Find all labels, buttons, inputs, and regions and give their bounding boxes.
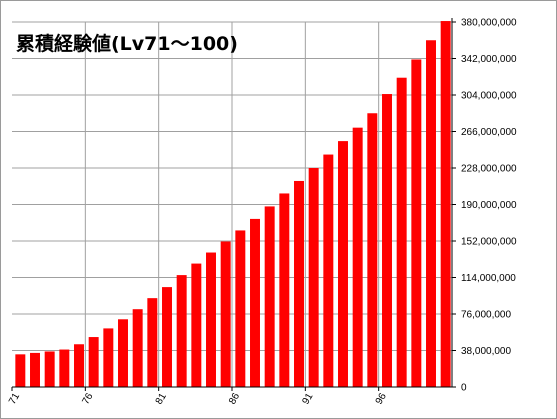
bar-lv-99 <box>426 40 436 387</box>
bar-lv-98 <box>411 59 422 388</box>
bar-lv-76 <box>88 337 99 387</box>
x-tick-label: 91 <box>300 391 315 407</box>
bar-lv-89 <box>279 193 290 387</box>
bars <box>15 21 451 388</box>
bar-lv-93 <box>338 141 348 387</box>
bar-lv-97 <box>396 77 407 388</box>
bar-lv-78 <box>118 319 128 387</box>
bar-lv-71 <box>15 354 26 387</box>
bar-lv-91 <box>308 168 319 387</box>
bar-lv-84 <box>206 252 216 387</box>
bar-lv-95 <box>367 113 378 387</box>
chart-title: 累積経験値(Lv71～100) <box>16 32 238 55</box>
x-tick-label: 71 <box>7 391 22 407</box>
bar-lv-100 <box>440 21 451 387</box>
y-tick-label: 342,000,000 <box>461 54 517 65</box>
bar-lv-74 <box>59 349 70 387</box>
y-tick-label: 38,000,000 <box>461 346 511 357</box>
grid-lines <box>12 21 453 387</box>
bar-lv-85 <box>220 241 231 387</box>
bar-lv-86 <box>235 230 246 387</box>
bar-lv-79 <box>132 309 143 387</box>
bar-lv-82 <box>176 275 187 387</box>
x-tick-label: 86 <box>227 391 242 407</box>
y-tick-label: 304,000,000 <box>461 91 517 102</box>
bar-lv-87 <box>250 218 260 387</box>
bar-lv-81 <box>162 287 172 387</box>
bar-lv-92 <box>323 154 334 387</box>
bar-lv-96 <box>382 94 392 387</box>
y-tick-label: 266,000,000 <box>461 127 517 138</box>
bar-lv-94 <box>352 127 363 387</box>
y-tick-label: 380,000,000 <box>461 18 517 29</box>
bar-lv-90 <box>294 180 304 387</box>
y-tick-label: 0 <box>461 383 467 394</box>
bar-lv-73 <box>44 351 55 387</box>
bar-lv-77 <box>103 328 114 387</box>
y-tick-label: 152,000,000 <box>461 237 517 248</box>
y-tick-label: 76,000,000 <box>461 310 511 321</box>
y-tick-label: 114,000,000 <box>461 273 516 284</box>
x-tick-label: 96 <box>374 391 389 407</box>
x-tick-labels: 71 76 81 86 91 96 <box>7 391 389 407</box>
y-tick-labels: 0 38,000,000 76,000,000 114,000,000 152,000,… <box>461 18 517 394</box>
bar-lv-75 <box>74 344 84 387</box>
axes <box>11 18 456 391</box>
bar-lv-80 <box>147 298 158 387</box>
x-tick-label: 76 <box>80 391 95 407</box>
y-tick-label: 190,000,000 <box>461 200 517 211</box>
y-tick-label: 228,000,000 <box>461 164 517 175</box>
bar-lv-83 <box>191 263 202 387</box>
bar-lv-88 <box>264 206 275 387</box>
x-tick-label: 81 <box>154 391 169 407</box>
bar-lv-72 <box>30 352 40 387</box>
